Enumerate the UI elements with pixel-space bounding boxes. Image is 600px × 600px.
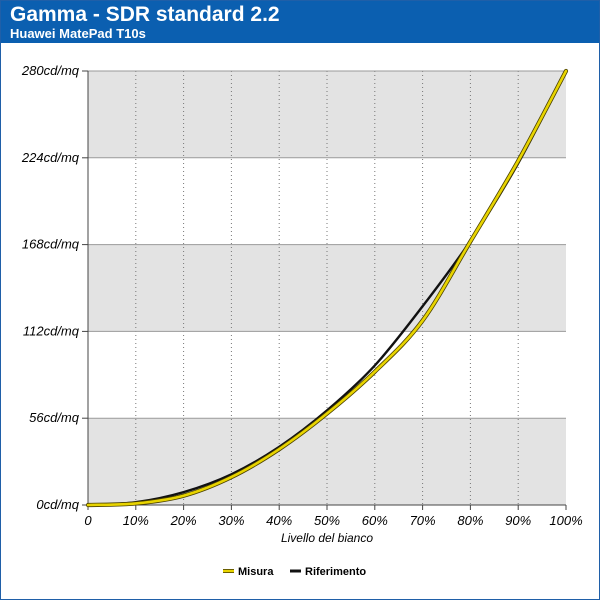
chart-title: Gamma - SDR standard 2.2 [10, 3, 280, 26]
series-lines [85, 68, 569, 508]
chart-subtitle: Huawei MatePad T10s [10, 26, 146, 41]
x-tick-label: 20% [170, 513, 197, 528]
x-tick-label: 10% [123, 513, 149, 528]
x-axis-label: Livello del bianco [281, 531, 373, 545]
horizontal-gridlines [88, 70, 566, 419]
y-tick-label: 280cd/mq [21, 63, 80, 78]
x-tick-label: 60% [362, 513, 388, 528]
y-tick-labels: 0cd/mq 56cd/mq 112cd/mq 168cd/mq 224cd/mq 280… [21, 63, 80, 512]
chart-header: Gamma - SDR standard 2.2 Huawei MatePad … [1, 1, 599, 43]
y-tick-label: 56cd/mq [29, 410, 80, 425]
plot-band [88, 418, 566, 505]
x-tick-label: 0 [84, 513, 92, 528]
y-tick-label: 112cd/mq [23, 323, 80, 338]
plot-band [88, 331, 566, 419]
legend-label-misura: Misura [238, 566, 274, 578]
x-tick-label: 30% [218, 513, 244, 528]
x-tick-label: 40% [266, 513, 292, 528]
x-tick-label: 80% [457, 513, 483, 528]
axes [82, 70, 567, 510]
vertical-gridlines [135, 71, 519, 505]
legend-label-riferimento: Riferimento [305, 566, 366, 578]
series-line-misura [86, 69, 568, 507]
plot-band [88, 71, 566, 158]
y-tick-label: 224cd/mq [21, 150, 80, 165]
y-tick-label: 168cd/mq [22, 237, 80, 252]
x-tick-label: 50% [314, 513, 340, 528]
x-tick-label: 100% [549, 513, 582, 528]
x-tick-label: 90% [505, 513, 531, 528]
y-tick-label: 0cd/mq [36, 497, 79, 512]
x-tick-labels: 0 10% 20% 30% 40% 50% 60% 70% 80% 90% 100% [84, 513, 582, 528]
legend: Misura Riferimento [223, 566, 366, 578]
x-tick-label: 70% [410, 513, 436, 528]
plot-band [88, 157, 566, 245]
